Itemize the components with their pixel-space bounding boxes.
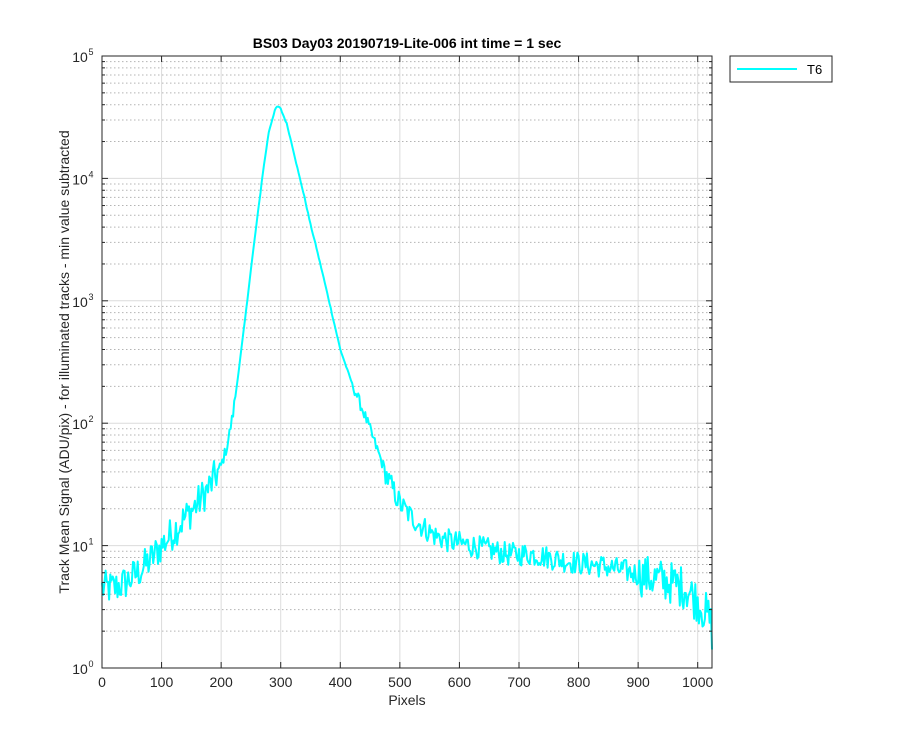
y-tick-label-base: 10 — [72, 171, 88, 187]
y-tick-label: 10 0 — [72, 659, 93, 677]
series-line-T6 — [101, 105, 713, 650]
x-axis-label: Pixels — [388, 692, 425, 708]
y-axis-label: Track Mean Signal (ADU/pix) - for illumi… — [56, 130, 72, 593]
x-tick-label: 400 — [329, 674, 353, 690]
legend-label-T6: T6 — [807, 62, 822, 77]
chart-title: BS03 Day03 20190719-Lite-006 int time = … — [253, 35, 562, 51]
x-tick-label: 900 — [626, 674, 650, 690]
x-tick-label: 1000 — [682, 674, 713, 690]
y-tick-label-exponent: 5 — [88, 47, 93, 57]
y-tick-label: 10 5 — [72, 47, 93, 65]
y-tick-label-exponent: 3 — [88, 292, 93, 302]
y-tick-label-base: 10 — [72, 49, 88, 65]
y-tick-label-exponent: 2 — [88, 414, 93, 424]
x-tick-label: 800 — [567, 674, 591, 690]
x-tick-label: 100 — [150, 674, 174, 690]
x-tick-label: 200 — [209, 674, 233, 690]
legend: T6 — [729, 55, 833, 83]
y-tick-label-base: 10 — [72, 416, 88, 432]
y-tick-label: 10 3 — [72, 292, 93, 310]
x-tick-label: 300 — [269, 674, 293, 690]
x-tick-label: 500 — [388, 674, 412, 690]
x-tick-label: 700 — [507, 674, 531, 690]
grid-layer — [101, 55, 712, 669]
y-tick-label-exponent: 1 — [88, 537, 93, 547]
y-tick-label-base: 10 — [72, 294, 88, 310]
y-tick-label-base: 10 — [72, 661, 88, 677]
series-layer — [101, 105, 713, 650]
y-tick-label-exponent: 4 — [88, 169, 93, 179]
y-tick-label-exponent: 0 — [88, 659, 93, 669]
x-tick-labels: 0 100 200 300 400 500 600 700 800 900 1000 — [98, 674, 713, 690]
y-tick-label-base: 10 — [72, 539, 88, 555]
y-tick-label: 10 1 — [72, 537, 93, 555]
y-tick-label: 10 4 — [72, 169, 93, 187]
x-tick-label: 600 — [448, 674, 472, 690]
plot-frame — [101, 55, 713, 669]
y-tick-label: 10 2 — [72, 414, 93, 432]
tick-layer — [101, 55, 712, 669]
x-tick-label: 0 — [98, 674, 106, 690]
plot-area — [102, 56, 712, 668]
